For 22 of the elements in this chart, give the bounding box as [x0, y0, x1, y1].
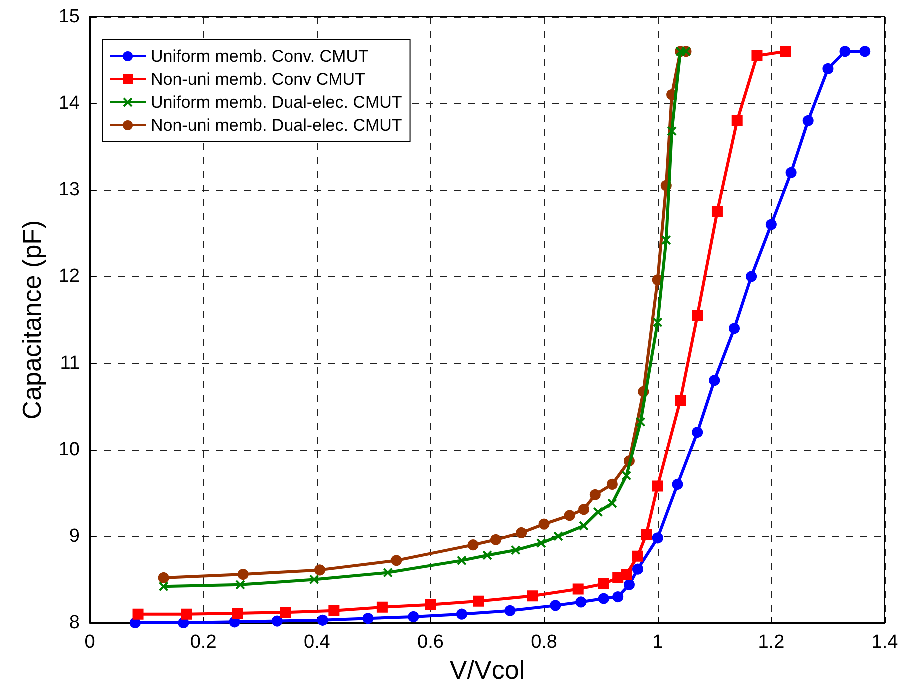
y-tick-label: 8 [69, 612, 80, 634]
y-tick-label: 9 [69, 526, 80, 547]
x-tick-label: 0.6 [418, 632, 444, 653]
x-tick-label: 0.2 [190, 632, 217, 653]
legend-label: Non-uni memb. Dual-elec. CMUT [151, 116, 402, 135]
y-tick-label: 14 [58, 93, 80, 114]
x-tick-label: 0.4 [304, 632, 331, 653]
legend-label: Non-uni memb. Conv CMUT [151, 70, 366, 89]
y-tick-label: 15 [58, 6, 80, 28]
y-tick-label: 12 [58, 266, 80, 288]
legend-label: Uniform memb. Dual-elec. CMUT [151, 93, 402, 112]
y-tick-label: 13 [58, 180, 80, 201]
legend-label: Uniform memb. Conv. CMUT [151, 47, 369, 66]
x-tick-label: 1 [652, 632, 664, 653]
x-tick-label: 1.2 [758, 632, 785, 653]
x-tick-label: 0.8 [531, 632, 558, 653]
x-axis-title: V/Vcol [450, 655, 526, 685]
y-tick-label: 11 [60, 352, 80, 374]
y-axis-title: Capacitance (pF) [17, 220, 47, 420]
x-tick-label: 1.4 [872, 632, 899, 653]
x-tick-label: 0 [84, 632, 96, 653]
y-tick-label: 10 [58, 439, 80, 460]
